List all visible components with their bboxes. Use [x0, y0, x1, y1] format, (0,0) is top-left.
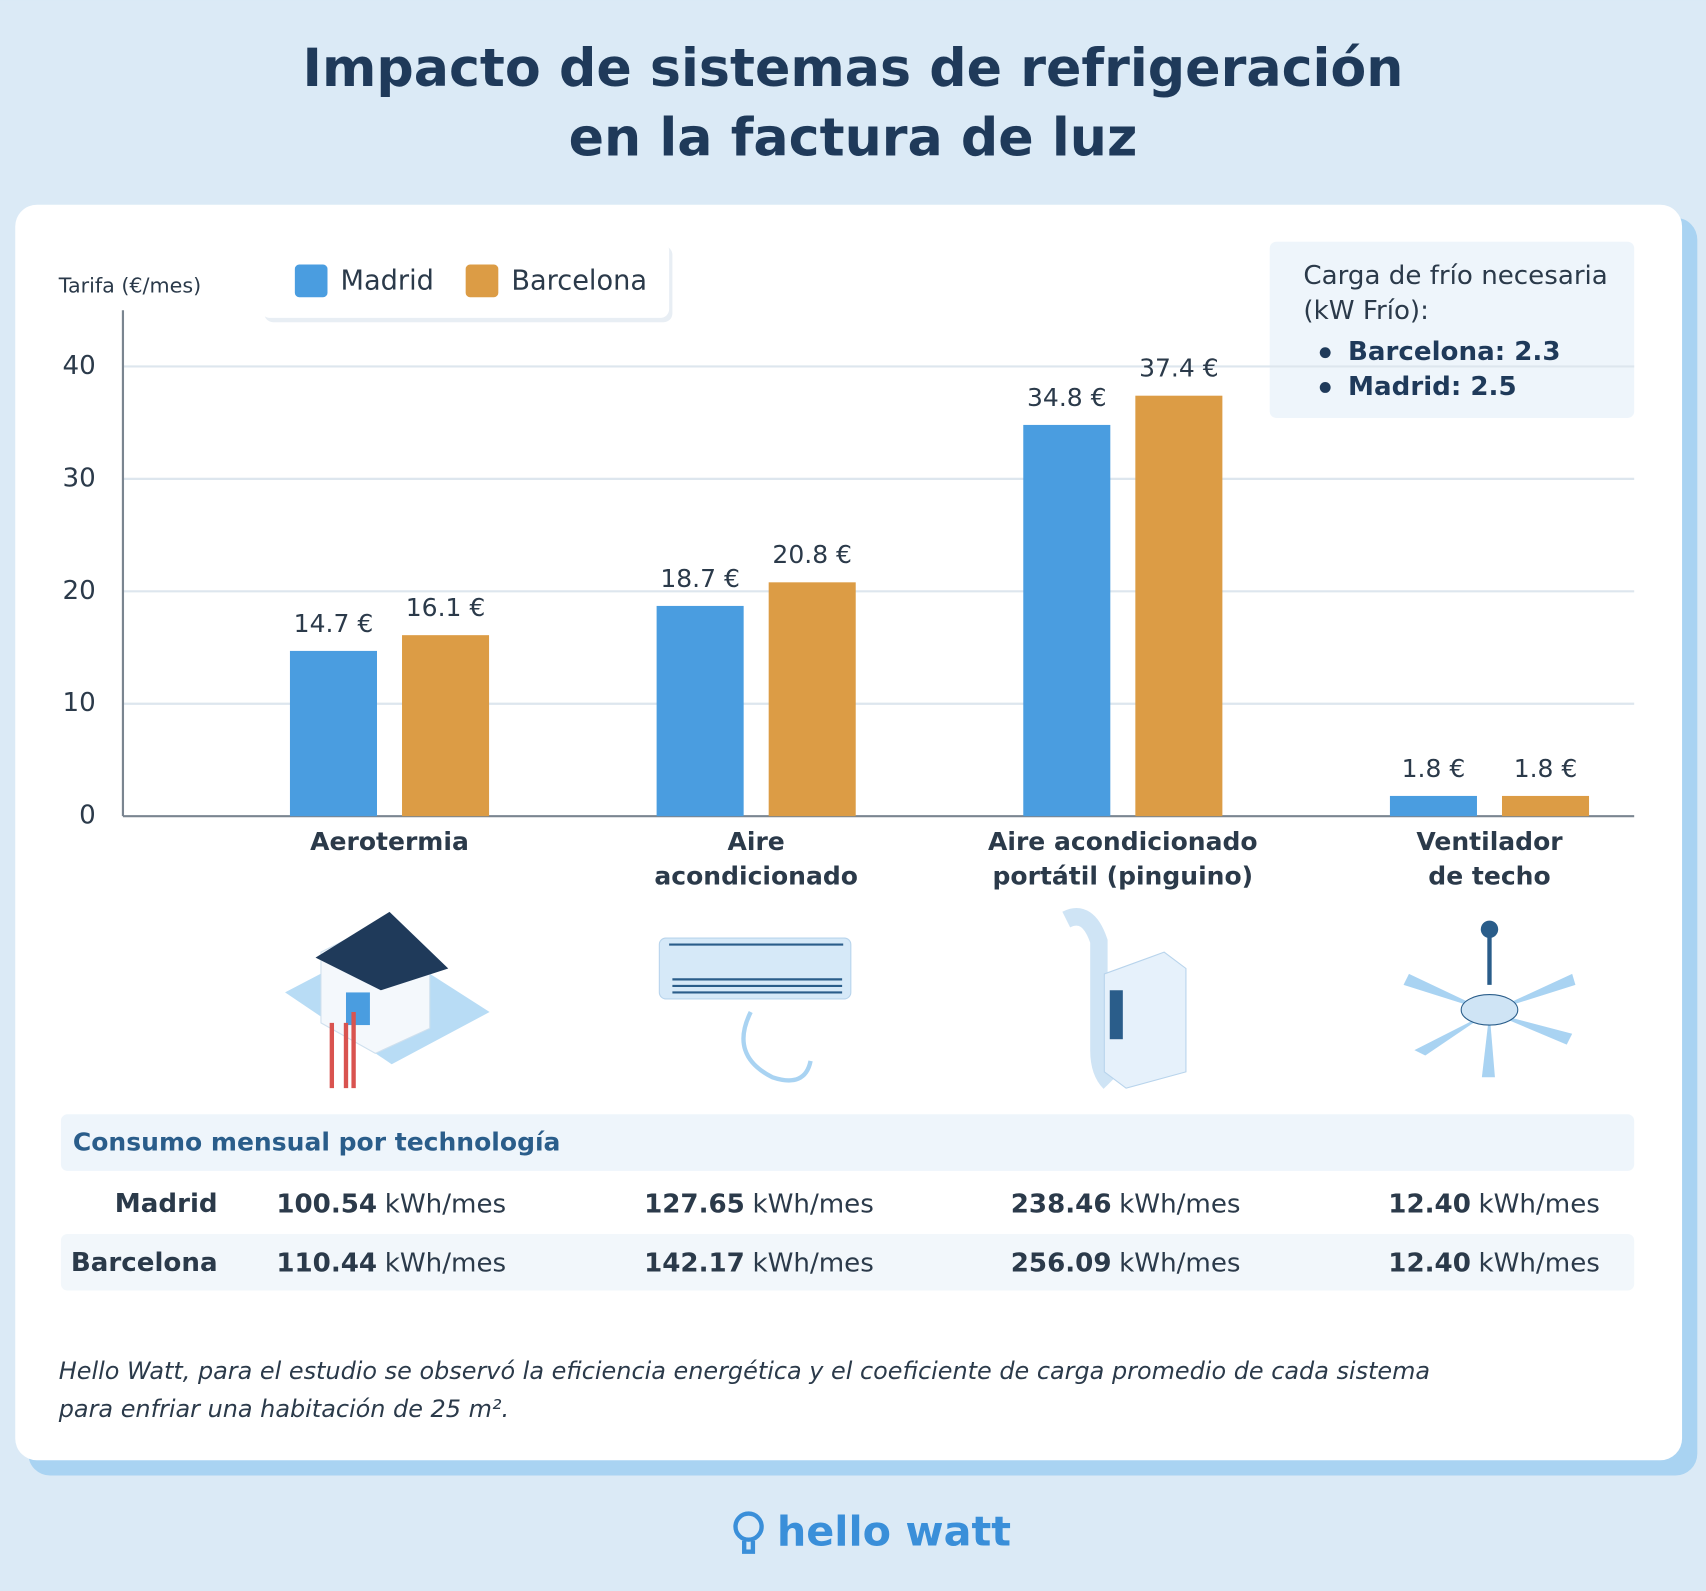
- data-label: 1.8 €: [1402, 754, 1466, 783]
- table-cell: 110.44 kWh/mes: [276, 1248, 506, 1278]
- y-tick-label: 20: [63, 576, 96, 606]
- x-tick-label-box: Aire acondicionado portátil (pinguino): [988, 828, 1258, 892]
- icon-portable-ac: [1062, 908, 1187, 1089]
- bar: [656, 605, 744, 817]
- annotation-item: Barcelona: 2.3: [1348, 337, 1560, 367]
- annotation-title: Carga de frío necesaria: [1303, 261, 1607, 291]
- cell-unit: kWh/mes: [1479, 1189, 1600, 1219]
- cell-value: 142.17: [644, 1248, 745, 1278]
- table-row-label: Barcelona: [71, 1248, 218, 1278]
- cell-unit: kWh/mes: [385, 1248, 506, 1278]
- cell-value: 238.46: [1011, 1189, 1112, 1219]
- title: Impacto de sistemas de refrigeración: [303, 39, 1404, 99]
- bar: [1135, 395, 1223, 817]
- x-tick-label: Aerotermia: [310, 828, 469, 857]
- x-tick-label: Ventilador de techo: [1416, 828, 1563, 892]
- cell-unit: kWh/mes: [1119, 1189, 1240, 1219]
- data-label: 18.7 €: [660, 564, 740, 593]
- legend: [261, 241, 670, 318]
- legend-swatch: [465, 264, 499, 298]
- table-cell: 127.65 kWh/mes: [644, 1189, 874, 1219]
- cell-value: 127.65: [644, 1189, 745, 1219]
- table-cell: 12.40 kWh/mes: [1388, 1189, 1600, 1219]
- cell-value: 12.40: [1388, 1189, 1471, 1219]
- logo: hello watt: [777, 1507, 1011, 1555]
- annotation-box: [1269, 241, 1635, 418]
- bar: [1501, 795, 1590, 817]
- data-label: 37.4 €: [1139, 354, 1219, 383]
- cell-unit: kWh/mes: [385, 1189, 506, 1219]
- data-label: 1.8 €: [1514, 754, 1578, 783]
- table-row-band: [60, 1233, 1635, 1291]
- cell-unit: kWh/mes: [1119, 1248, 1240, 1278]
- bullet: [1319, 347, 1331, 359]
- table-cell: 238.46 kWh/mes: [1011, 1189, 1241, 1219]
- y-tick-label: 10: [63, 688, 96, 718]
- annotation-title: (kW Frío):: [1303, 296, 1428, 326]
- table-cell: 142.17 kWh/mes: [644, 1248, 874, 1278]
- table-header: [60, 1114, 1635, 1171]
- footnote: Hello Watt, para el estudio se observó l…: [59, 1357, 1430, 1385]
- x-tick-label-box: Aire acondicionado: [654, 828, 858, 892]
- table-cell: 256.09 kWh/mes: [1011, 1248, 1241, 1278]
- x-tick-label-box: Ventilador de techo: [1416, 828, 1563, 892]
- bar: [768, 582, 856, 817]
- cell-value: 256.09: [1011, 1248, 1112, 1278]
- table-cell: 12.40 kWh/mes: [1388, 1248, 1600, 1278]
- bar: [1389, 795, 1477, 817]
- data-label: 16.1 €: [406, 593, 486, 622]
- table-cell: 100.54 kWh/mes: [276, 1189, 506, 1219]
- legend-swatch: [294, 264, 328, 298]
- cell-unit: kWh/mes: [752, 1189, 873, 1219]
- y-tick-label: 40: [63, 351, 96, 381]
- x-tick-label: Aire acondicionado: [654, 828, 858, 892]
- data-label: 34.8 €: [1027, 383, 1107, 412]
- logo-icon: [733, 1511, 764, 1554]
- bar: [289, 650, 377, 817]
- legend-label: Barcelona: [511, 265, 647, 296]
- icon-house: [285, 911, 490, 1089]
- legend-label: Madrid: [341, 265, 434, 296]
- annotation-item: Madrid: 2.5: [1348, 372, 1517, 402]
- table-title: Consumo mensual por technología: [73, 1128, 561, 1157]
- data-label: 14.7 €: [294, 609, 374, 638]
- icon-ac: [658, 937, 852, 1083]
- bar: [402, 635, 490, 817]
- y-tick-label: 0: [79, 801, 96, 831]
- bar: [1023, 424, 1111, 817]
- cell-value: 100.54: [276, 1189, 377, 1219]
- bullet: [1319, 382, 1331, 393]
- cell-unit: kWh/mes: [1479, 1248, 1600, 1278]
- y-axis-label: Tarifa (€/mes): [58, 273, 201, 297]
- icon-fan: [1403, 920, 1576, 1078]
- x-tick-label-box: Aerotermia: [310, 828, 469, 857]
- cell-value: 12.40: [1388, 1248, 1471, 1278]
- y-tick-label: 30: [63, 463, 96, 493]
- footnote: para enfriar una habitación de 25 m².: [58, 1395, 509, 1423]
- cell-value: 110.44: [276, 1248, 377, 1278]
- cell-unit: kWh/mes: [752, 1248, 873, 1278]
- x-tick-label: Aire acondicionado portátil (pinguino): [988, 828, 1258, 892]
- table-row-label: Madrid: [115, 1189, 218, 1219]
- title: en la factura de luz: [569, 109, 1138, 169]
- data-label: 20.8 €: [772, 540, 852, 569]
